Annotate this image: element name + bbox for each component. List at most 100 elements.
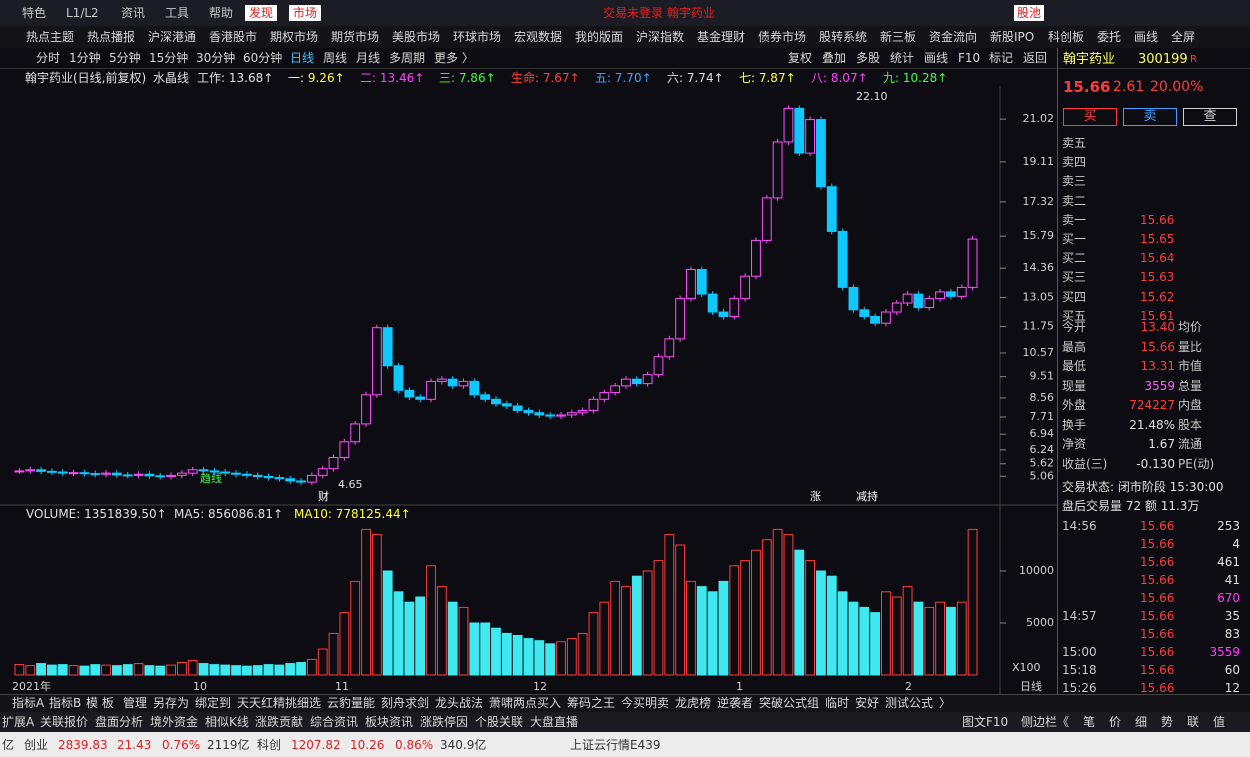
menu-item[interactable]: 境外资金: [150, 715, 199, 729]
candle: [187, 469, 198, 474]
tab[interactable]: 发现: [245, 5, 278, 21]
menu-item[interactable]: 板块资讯: [365, 715, 414, 729]
menu-item[interactable]: 萧啸两点买入: [489, 696, 562, 710]
menu-item[interactable]: 模 板: [86, 696, 114, 710]
menu-item[interactable]: F10: [958, 51, 981, 65]
menu-item[interactable]: 15分钟: [149, 51, 189, 65]
menu-item[interactable]: 新股IPO: [990, 30, 1035, 44]
menu-item[interactable]: L1/L2: [66, 6, 99, 20]
volume-bar: [46, 664, 57, 676]
menu-item[interactable]: 热点主题: [26, 30, 75, 44]
menu-item[interactable]: 热点播报: [87, 30, 136, 44]
menu-item[interactable]: 逆袭者: [717, 696, 754, 710]
menu-item[interactable]: 临时: [825, 696, 850, 710]
menu-item[interactable]: 分时: [36, 51, 61, 65]
menu-item[interactable]: 涨跌贡献: [255, 715, 304, 729]
menu-item[interactable]: 联: [1187, 715, 1200, 729]
menu-item[interactable]: 筹码之王: [567, 696, 616, 710]
menu-item[interactable]: 天天红精挑细选: [237, 696, 322, 710]
menu-item[interactable]: 30分钟: [196, 51, 236, 65]
menu-item[interactable]: 多股: [856, 51, 881, 65]
menu-item[interactable]: 美股市场: [392, 30, 441, 44]
menu-item[interactable]: 龙虎榜: [675, 696, 712, 710]
menu-item[interactable]: 叠加: [822, 51, 847, 65]
menu-item[interactable]: 更多 〉: [434, 51, 474, 65]
period-bar: [0, 48, 1250, 69]
menu-item[interactable]: 新三板: [880, 30, 917, 44]
menu-item[interactable]: 绑定到: [195, 696, 232, 710]
menu-item[interactable]: 工具: [165, 6, 190, 20]
trade-button[interactable]: 买: [1063, 108, 1117, 126]
volume-bar: [610, 580, 621, 676]
menu-item[interactable]: 涨跌停因: [420, 715, 469, 729]
menu-item[interactable]: 期货市场: [331, 30, 380, 44]
menu-item[interactable]: 指标B: [49, 696, 82, 710]
trade-button[interactable]: 卖: [1123, 108, 1177, 126]
candle: [436, 378, 447, 382]
menu-item[interactable]: 另存为: [153, 696, 190, 710]
pool-button[interactable]: 股池: [1014, 5, 1045, 21]
trade-price: 15.66: [1140, 573, 1175, 587]
menu-item[interactable]: 关联报价: [40, 715, 89, 729]
trade-button[interactable]: 查: [1183, 108, 1237, 126]
menu-item[interactable]: 全屏: [1171, 30, 1196, 44]
stat-label: 收益(三): [1062, 456, 1108, 471]
menu-item[interactable]: 〉: [939, 696, 952, 710]
menu-item[interactable]: 返回: [1023, 51, 1048, 65]
menu-item[interactable]: 突破公式组: [759, 696, 820, 710]
menu-item[interactable]: 龙头战法: [435, 696, 484, 710]
menu-item[interactable]: 价: [1109, 715, 1122, 729]
menu-item[interactable]: 势: [1161, 715, 1174, 729]
menu-item[interactable]: 细: [1135, 715, 1148, 729]
menu-item[interactable]: 日线: [290, 51, 315, 65]
menu-item[interactable]: 笔: [1083, 715, 1096, 729]
menu-item[interactable]: 综合资讯: [310, 715, 359, 729]
menu-item[interactable]: 标记: [989, 51, 1014, 65]
menu-item[interactable]: 多周期: [389, 51, 426, 65]
menu-item[interactable]: 期权市场: [270, 30, 319, 44]
menu-item[interactable]: 委托: [1097, 30, 1122, 44]
menu-item[interactable]: 香港股市: [209, 30, 258, 44]
annotation: 财: [318, 489, 329, 503]
menu-item[interactable]: 基金理财: [697, 30, 746, 44]
menu-item[interactable]: 环球市场: [453, 30, 502, 44]
menu-item[interactable]: 管理: [123, 696, 148, 710]
menu-item[interactable]: 科创板: [1048, 30, 1085, 44]
menu-item[interactable]: 60分钟: [243, 51, 283, 65]
menu-item[interactable]: 资金流向: [929, 30, 978, 44]
menu-item[interactable]: 指标A: [12, 696, 45, 710]
menu-item[interactable]: 特色: [22, 6, 47, 20]
menu-item[interactable]: 我的版面: [575, 30, 624, 44]
menu-item[interactable]: 画线: [924, 51, 949, 65]
candle: [458, 380, 469, 387]
tab[interactable]: 市场: [289, 5, 322, 21]
menu-item[interactable]: 周线: [323, 51, 348, 65]
menu-item[interactable]: 复权: [788, 51, 813, 65]
menu-item[interactable]: 帮助: [209, 6, 234, 20]
menu-item[interactable]: 画线: [1134, 30, 1159, 44]
menu-item[interactable]: 安好: [855, 696, 880, 710]
menu-item[interactable]: 沪深港通: [148, 30, 197, 44]
menu-item[interactable]: 1分钟: [69, 51, 101, 65]
menu-item[interactable]: 大盘直播: [530, 715, 579, 729]
menu-item[interactable]: 测试公式: [885, 696, 934, 710]
menu-item[interactable]: 相似K线: [205, 715, 249, 729]
menu-item[interactable]: 沪深指数: [636, 30, 685, 44]
menu-item[interactable]: 宏观数据: [514, 30, 563, 44]
menu-item[interactable]: 扩展A: [2, 715, 35, 729]
menu-item[interactable]: 个股关联: [475, 715, 524, 729]
menu-item[interactable]: 侧边栏《: [1021, 715, 1070, 729]
menu-item[interactable]: 刻舟求剑: [381, 696, 430, 710]
book-label: 卖三: [1062, 174, 1087, 189]
menu-item[interactable]: 图文F10: [962, 715, 1009, 729]
menu-item[interactable]: 股转系统: [819, 30, 868, 44]
menu-item[interactable]: 云豹量能: [327, 696, 376, 710]
menu-item[interactable]: 5分钟: [109, 51, 141, 65]
menu-item[interactable]: 盘面分析: [95, 715, 144, 729]
menu-item[interactable]: 值: [1213, 715, 1226, 729]
menu-item[interactable]: 债券市场: [758, 30, 807, 44]
menu-item[interactable]: 资讯: [121, 6, 146, 20]
menu-item[interactable]: 月线: [356, 51, 381, 65]
menu-item[interactable]: 今买明卖: [621, 696, 670, 710]
menu-item[interactable]: 统计: [890, 51, 915, 65]
